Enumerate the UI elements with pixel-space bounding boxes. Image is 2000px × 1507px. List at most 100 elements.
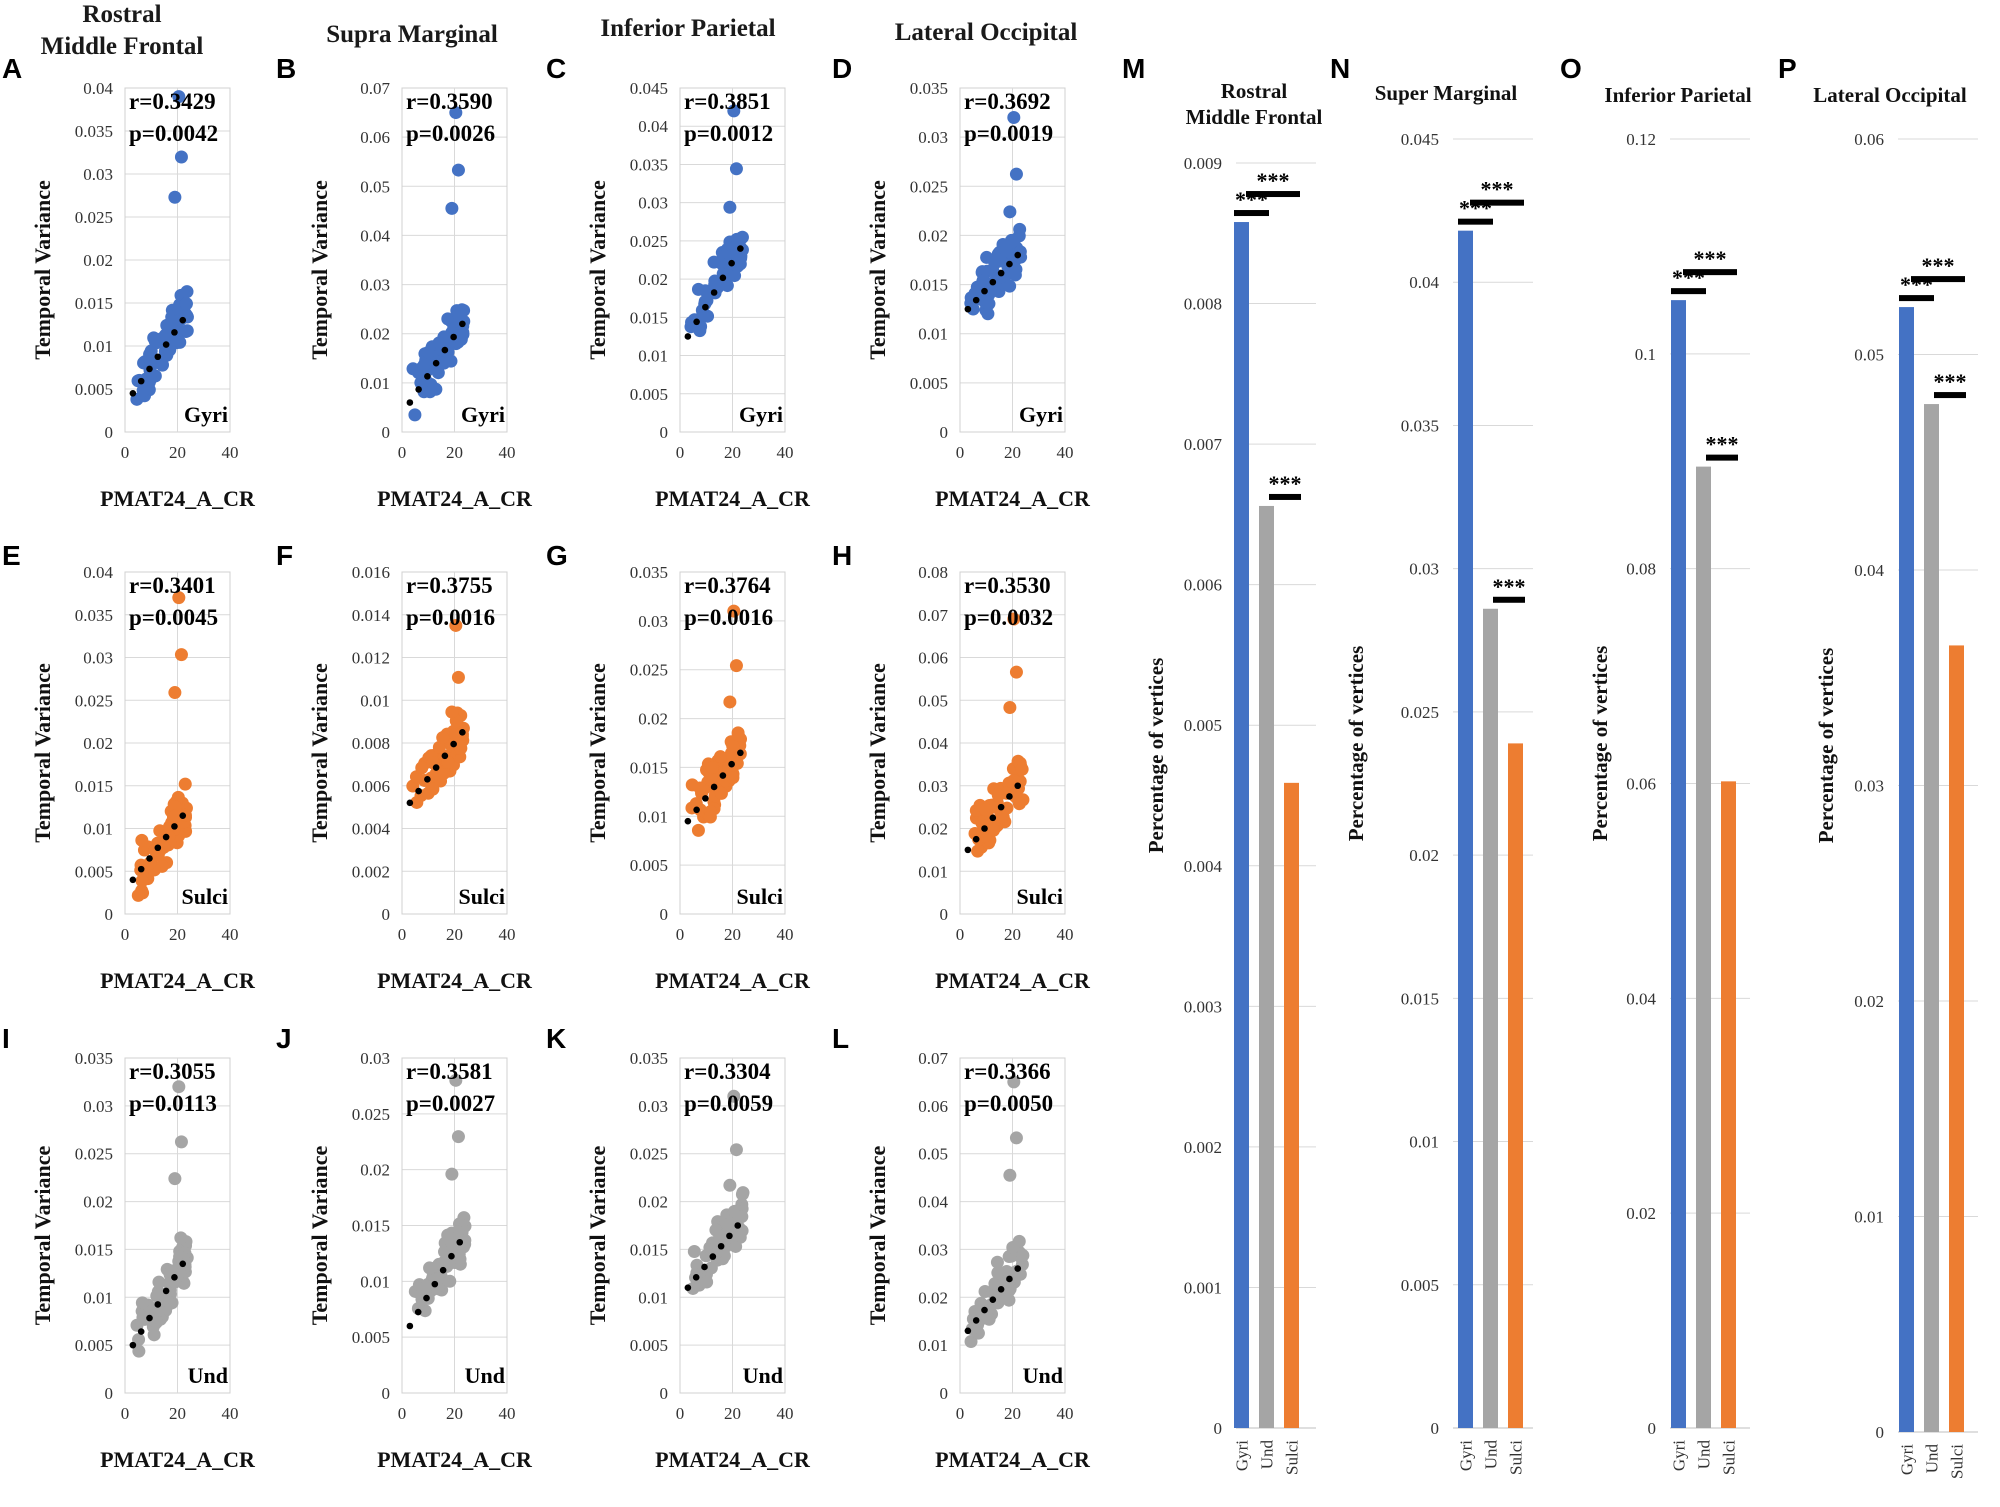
panel-letter: M <box>1122 53 1145 84</box>
scatter-point <box>1009 167 1023 181</box>
significance-stars: *** <box>1706 432 1739 457</box>
trend-dot <box>456 1238 464 1246</box>
bar-panel-title: Super Marginal <box>1375 81 1518 105</box>
trend-dot <box>137 1328 145 1335</box>
bar-panel-O <box>1670 138 1750 1429</box>
scatter-point <box>451 670 465 684</box>
trend-dot <box>684 817 692 825</box>
trend-dot <box>431 1280 439 1288</box>
sig-bracket-gyri-sulci <box>1246 191 1300 198</box>
scatter-point <box>968 286 982 300</box>
significance-stars: *** <box>1257 168 1290 193</box>
trend-dot <box>717 1242 725 1250</box>
x-tick-label: 20 <box>1004 925 1021 944</box>
panel-letter: G <box>546 540 568 571</box>
y-tick-label: 0.04 <box>1409 273 1439 292</box>
scatter-point <box>451 1225 465 1239</box>
x-tick-label: 20 <box>724 1404 741 1423</box>
scatter-panel-G <box>679 571 786 915</box>
y-tick-label: 0.025 <box>75 208 113 227</box>
y-tick-label: 0 <box>940 905 949 924</box>
y-tick-label: 0.004 <box>352 820 391 839</box>
x-tick-label: 40 <box>222 925 239 944</box>
panel-letter: C <box>546 53 566 84</box>
category-label: Gyri <box>1457 1440 1476 1471</box>
panel-letter: P <box>1778 53 1797 84</box>
trend-dot <box>997 1286 1005 1293</box>
group-label: Sulci <box>182 884 228 909</box>
scatter-point <box>978 829 992 843</box>
y-tick-label: 0.005 <box>1401 1276 1439 1295</box>
trend-dot <box>424 776 431 783</box>
group-label: Gyri <box>461 402 505 427</box>
x-tick-label: 0 <box>676 925 685 944</box>
scatter-point <box>991 788 1005 802</box>
sig-bracket-gyri-sulci <box>1470 199 1524 206</box>
trend-dot <box>964 846 972 854</box>
p-value: p=0.0042 <box>129 121 218 146</box>
column-title: Supra Marginal <box>326 21 498 48</box>
y-tick-label: 0.03 <box>83 165 113 184</box>
y-tick-label: 0.02 <box>83 1193 113 1212</box>
sig-bracket-gyri-sulci <box>1911 276 1965 283</box>
p-value: p=0.0032 <box>964 605 1053 630</box>
y-tick-label: 0 <box>940 423 949 442</box>
trend-dot <box>441 752 449 760</box>
scatter-point <box>1012 797 1026 811</box>
p-value: p=0.0016 <box>684 605 773 630</box>
trend-dot <box>179 1260 187 1268</box>
scatter-point <box>174 1135 188 1149</box>
sig-bracket-gyri-und <box>1458 218 1493 225</box>
y-tick-label: 0.01 <box>918 325 948 344</box>
trend-dot <box>459 729 466 736</box>
group-label: Sulci <box>1017 884 1063 909</box>
category-label: Sulci <box>1283 1440 1302 1475</box>
p-value: p=0.0059 <box>684 1091 773 1116</box>
panel-letter: H <box>832 540 852 571</box>
trend-dot <box>709 1253 717 1260</box>
trend-dot <box>981 1306 988 1314</box>
scatter-point <box>431 366 445 380</box>
trend-dot <box>450 333 457 341</box>
x-tick-label: 0 <box>121 1404 130 1423</box>
category-label: Gyri <box>1898 1444 1917 1475</box>
scatter-point <box>723 695 737 709</box>
trend-dot <box>997 803 1005 811</box>
trend-dot <box>432 764 440 771</box>
scatter-point <box>687 1245 701 1259</box>
panel-letter: I <box>2 1023 10 1054</box>
scatter-point <box>419 1279 433 1293</box>
y-tick-label: 0.04 <box>83 79 113 98</box>
category-label: Und <box>1258 1440 1277 1470</box>
scatter-point <box>172 1080 186 1094</box>
trend-dot <box>154 844 162 852</box>
scatter-point <box>727 1089 741 1103</box>
trend-dot <box>972 1317 980 1324</box>
y-tick-label: 0.1 <box>1635 345 1656 364</box>
x-tick-label: 40 <box>777 443 794 462</box>
y-tick-label: 0.007 <box>1184 435 1223 454</box>
bar-panel-N <box>1453 138 1533 1429</box>
scatter-point <box>172 591 186 605</box>
x-tick-label: 0 <box>956 1404 965 1423</box>
trend-dot <box>737 245 744 252</box>
scatter-point <box>1003 205 1017 219</box>
r-value: r=0.3851 <box>684 89 771 114</box>
category-label: Und <box>1482 1440 1501 1470</box>
y-axis-label: Percentage of vertices <box>1144 658 1168 854</box>
scatter-panel-E <box>124 571 231 915</box>
y-axis-label: Temporal Variance <box>585 1146 610 1326</box>
y-tick-label: 0.01 <box>360 691 390 710</box>
y-tick-label: 0.02 <box>1854 992 1884 1011</box>
scatter-point <box>1007 110 1021 124</box>
x-axis-label: PMAT24_A_CR <box>935 486 1091 511</box>
x-axis-label: PMAT24_A_CR <box>100 1447 256 1472</box>
y-tick-label: 0.05 <box>918 1145 948 1164</box>
y-axis-label: Temporal Variance <box>865 1146 890 1326</box>
scatter-point <box>1002 1293 1016 1307</box>
y-tick-label: 0.03 <box>918 128 948 147</box>
scatter-panel-J <box>401 1057 508 1394</box>
scatter-point <box>451 1130 465 1144</box>
sig-bracket-gyri-sulci <box>1683 269 1737 276</box>
y-tick-label: 0.01 <box>1409 1133 1439 1152</box>
